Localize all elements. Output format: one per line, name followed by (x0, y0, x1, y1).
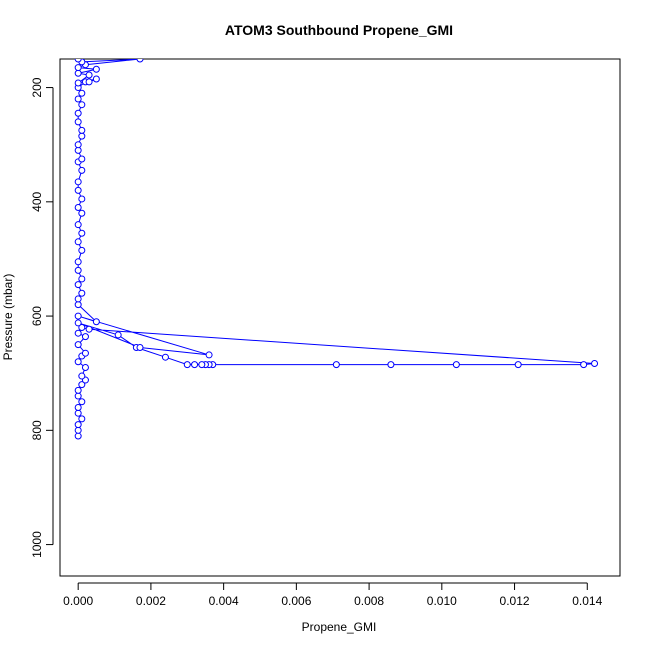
data-point (74, 386, 82, 394)
data-point (198, 361, 206, 369)
plot-frame (59, 58, 621, 577)
data-point (452, 361, 460, 369)
data-point (78, 126, 86, 134)
y-tick-label: 200 (30, 77, 44, 97)
data-point (74, 432, 82, 440)
data-point (81, 349, 89, 357)
data-point (387, 361, 395, 369)
data-point (78, 89, 86, 97)
data-point (78, 275, 86, 283)
x-axis-label: Propene_GMI (302, 620, 377, 634)
data-point (74, 178, 82, 186)
data-point (74, 204, 82, 212)
data-point (74, 295, 82, 303)
x-tick-label: 0.006 (281, 594, 311, 608)
data-point (205, 351, 213, 359)
data-point (74, 59, 82, 63)
data-point (74, 358, 82, 366)
data-point (591, 359, 599, 367)
data-point (78, 372, 86, 380)
data-point (85, 325, 93, 333)
data-point (74, 221, 82, 229)
data-point (74, 329, 82, 337)
y-tick-label: 400 (30, 191, 44, 211)
data-point (74, 118, 82, 126)
data-point (74, 403, 82, 411)
data-point (74, 64, 82, 72)
data-point (92, 318, 100, 326)
data-point (74, 95, 82, 103)
data-point (74, 319, 82, 327)
data-point (78, 155, 86, 163)
data-point (74, 186, 82, 194)
x-tick-label: 0.000 (63, 594, 93, 608)
data-point (183, 361, 191, 369)
x-tick-label: 0.004 (209, 594, 239, 608)
data-point (74, 146, 82, 154)
data-point (92, 65, 100, 73)
data-point (78, 246, 86, 254)
data-point (74, 426, 82, 434)
data-point (74, 238, 82, 246)
data-point (78, 166, 86, 174)
y-tick-label: 1000 (30, 531, 44, 558)
data-point (74, 141, 82, 149)
data-point (191, 361, 199, 369)
y-axis: 200 400 600 800 1000 (30, 77, 54, 558)
data-point (74, 266, 82, 274)
data-point (78, 132, 86, 140)
data-point (78, 101, 86, 109)
data-point (85, 71, 93, 79)
data-point (92, 75, 100, 83)
data-point (78, 324, 86, 331)
x-tick-label: 0.002 (136, 594, 166, 608)
data-point (85, 78, 93, 86)
x-tick-label: 0.008 (354, 594, 384, 608)
data-point (78, 289, 86, 297)
y-axis-label: Pressure (mbar) (1, 274, 15, 361)
y-tick-label: 600 (30, 306, 44, 326)
data-point (74, 421, 82, 429)
x-axis: 0.000 0.002 0.004 0.006 0.008 0.010 0.012 0.014 (63, 582, 603, 608)
x-tick-label: 0.014 (572, 594, 602, 608)
series-line (77, 59, 595, 437)
data-point (114, 331, 122, 339)
data-point (161, 353, 169, 361)
data-point (78, 209, 86, 217)
data-point (78, 398, 86, 406)
data-point (580, 361, 588, 369)
data-point (78, 415, 86, 423)
data-point (78, 229, 86, 237)
data-point (81, 363, 89, 371)
x-tick-label: 0.012 (500, 594, 530, 608)
data-point (74, 69, 82, 77)
chart-title: ATOM3 Southbound Propene_GMI (225, 22, 453, 38)
data-point (74, 258, 82, 266)
data-point (74, 79, 82, 87)
data-point (74, 301, 82, 309)
y-tick-label: 800 (30, 420, 44, 440)
data-layer (74, 59, 599, 440)
data-point (74, 392, 82, 400)
data-point (136, 343, 144, 351)
data-point (74, 312, 82, 320)
data-point (74, 409, 82, 417)
data-point (74, 341, 82, 349)
x-tick-label: 0.010 (427, 594, 457, 608)
data-point (74, 281, 82, 289)
data-point (81, 333, 89, 341)
data-point (136, 59, 144, 63)
data-point (74, 109, 82, 117)
data-point (514, 361, 522, 369)
data-point (78, 381, 86, 389)
data-point (78, 195, 86, 203)
data-point (332, 361, 340, 369)
